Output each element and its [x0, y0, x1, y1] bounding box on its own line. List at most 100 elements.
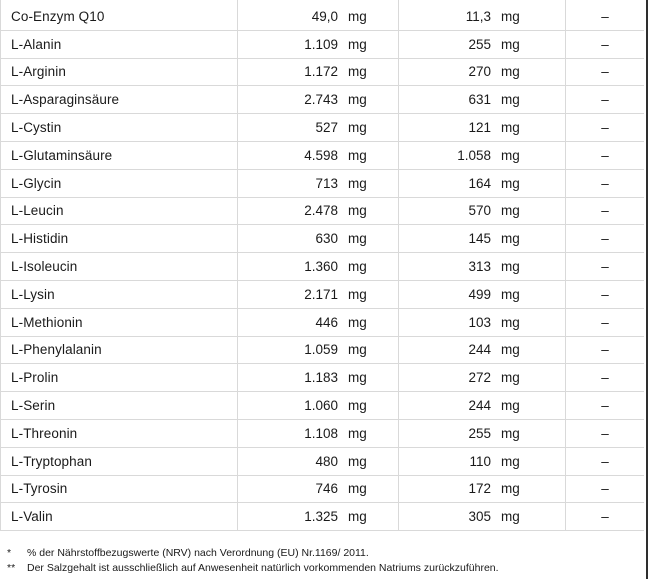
table-row: L-Serin 1.060 mg 244 mg – [1, 391, 644, 419]
amount-per-100g-value: 2.743 [304, 92, 338, 108]
amount-per-portion-value: 313 [468, 259, 491, 275]
amount-per-portion-cell: 270 mg [399, 58, 566, 86]
unit-label: mg [501, 175, 520, 191]
unit-label: mg [501, 147, 520, 163]
amount-per-portion-cell: 570 mg [399, 197, 566, 225]
unit-label: mg [348, 203, 367, 219]
nutrient-name: L-Cystin [1, 114, 238, 141]
amount-per-100g-cell: 1.360 mg [238, 253, 399, 280]
unit-label: mg [501, 398, 520, 414]
amount-per-100g-cell: 1.059 mg [238, 336, 399, 364]
nrv-dash: – [601, 342, 609, 358]
amount-per-100g-cell: 446 mg [238, 308, 399, 336]
unit-label: mg [348, 175, 367, 191]
nrv-dash: – [601, 314, 609, 330]
unit-label: mg [501, 259, 520, 275]
amount-per-portion-cell: 110 mg [399, 447, 566, 475]
table-row: L-Tryptophan 480 mg 110 mg – [1, 446, 644, 475]
table-row: L-Histidin 630 mg 145 mg – [1, 224, 644, 253]
nutrient-name: L-Isoleucin [1, 253, 238, 280]
unit-label: mg [348, 64, 367, 80]
nutrient-name: L-Valin [1, 503, 238, 531]
nrv-dash: – [601, 64, 609, 80]
unit-label: mg [501, 8, 520, 24]
amount-per-portion-cell: 121 mg [399, 114, 566, 141]
nrv-dash: – [601, 509, 609, 525]
amount-per-100g-cell: 1.108 mg [238, 419, 399, 447]
nutrient-name: L-Leucin [1, 197, 238, 225]
nutrient-name: L-Prolin [1, 364, 238, 392]
amount-per-portion-cell: 145 mg [399, 225, 566, 253]
amount-per-100g-cell: 2.171 mg [238, 280, 399, 308]
nutrient-name: L-Arginin [1, 58, 238, 86]
amount-per-100g-cell: 713 mg [238, 169, 399, 197]
unit-label: mg [348, 286, 367, 302]
unit-label: mg [501, 425, 520, 441]
amount-per-100g-cell: 4.598 mg [238, 141, 399, 169]
unit-label: mg [348, 481, 367, 497]
unit-label: mg [501, 370, 520, 386]
nrv-dash: – [601, 175, 609, 191]
amount-per-100g-value: 527 [315, 120, 338, 136]
amount-per-100g-cell: 630 mg [238, 225, 399, 253]
table-row: L-Methionin 446 mg 103 mg – [1, 307, 644, 336]
unit-label: mg [501, 120, 520, 136]
footnote-text: Der Salzgehalt ist ausschließlich auf An… [27, 562, 499, 574]
footnotes: * % der Nährstoffbezugswerte (NRV) nach … [7, 546, 627, 576]
amount-per-100g-value: 4.598 [304, 147, 338, 163]
amount-per-100g-cell: 480 mg [238, 447, 399, 475]
nutrient-name: L-Methionin [1, 308, 238, 336]
table-row: L-Phenylalanin 1.059 mg 244 mg – [1, 335, 644, 364]
table-row: L-Alanin 1.109 mg 255 mg – [1, 29, 644, 58]
table-row: L-Arginin 1.172 mg 270 mg – [1, 57, 644, 86]
amount-per-portion-value: 1.058 [457, 147, 491, 163]
table-row: L-Glutaminsäure 4.598 mg 1.058 mg – [1, 140, 644, 169]
amount-per-portion-cell: 164 mg [399, 169, 566, 197]
table-row-partial [1, 0, 644, 3]
nrv-dash: – [601, 36, 609, 52]
footnote-marker: ** [7, 562, 16, 574]
amount-per-portion-cell: 499 mg [399, 280, 566, 308]
nutrient-name: L-Tryptophan [1, 447, 238, 475]
table-row: L-Lysin 2.171 mg 499 mg – [1, 279, 644, 308]
table-row: L-Tyrosin 746 mg 172 mg – [1, 474, 644, 503]
amount-per-100g-value: 1.172 [304, 64, 338, 80]
amount-per-portion-value: 499 [468, 286, 491, 302]
amount-per-portion-cell: 244 mg [399, 336, 566, 364]
nrv-dash: – [601, 8, 609, 24]
unit-label: mg [348, 259, 367, 275]
amount-per-portion-cell: 1.058 mg [399, 141, 566, 169]
unit-label: mg [501, 453, 520, 469]
amount-per-100g-cell: 2.743 mg [238, 86, 399, 114]
amount-per-100g-value: 2.171 [304, 286, 338, 302]
nrv-dash: – [601, 92, 609, 108]
amount-per-portion-value: 255 [468, 36, 491, 52]
amount-per-100g-value: 1.108 [304, 425, 338, 441]
table-row: Co-Enzym Q10 49,0 mg 11,3 mg – [1, 3, 644, 30]
amount-per-portion-value: 255 [468, 425, 491, 441]
amount-per-100g-cell: 1.183 mg [238, 364, 399, 392]
nutrient-name: Co-Enzym Q10 [1, 3, 238, 30]
amount-per-portion-cell: 255 mg [399, 30, 566, 58]
amount-per-portion-value: 631 [468, 92, 491, 108]
unit-label: mg [501, 481, 520, 497]
amount-per-portion-value: 272 [468, 370, 491, 386]
nutrient-name: L-Glutaminsäure [1, 141, 238, 169]
unit-label: mg [348, 120, 367, 136]
amount-per-100g-cell: 2.478 mg [238, 197, 399, 225]
nutrient-name: L-Serin [1, 392, 238, 419]
amount-per-100g-value: 1.109 [304, 36, 338, 52]
amount-per-100g-value: 1.060 [304, 398, 338, 414]
unit-label: mg [348, 509, 367, 525]
nrv-dash: – [601, 286, 609, 302]
nutrient-name: L-Lysin [1, 280, 238, 308]
unit-label: mg [501, 286, 520, 302]
footnote-text: % der Nährstoffbezugswerte (NRV) nach Ve… [27, 547, 369, 559]
amount-per-100g-cell: 1.325 mg [238, 503, 399, 531]
amount-per-100g-value: 2.478 [304, 203, 338, 219]
amount-per-100g-value: 480 [315, 453, 338, 469]
amount-per-100g-value: 630 [315, 231, 338, 247]
table-row: L-Leucin 2.478 mg 570 mg – [1, 196, 644, 225]
unit-label: mg [501, 36, 520, 52]
unit-label: mg [348, 370, 367, 386]
